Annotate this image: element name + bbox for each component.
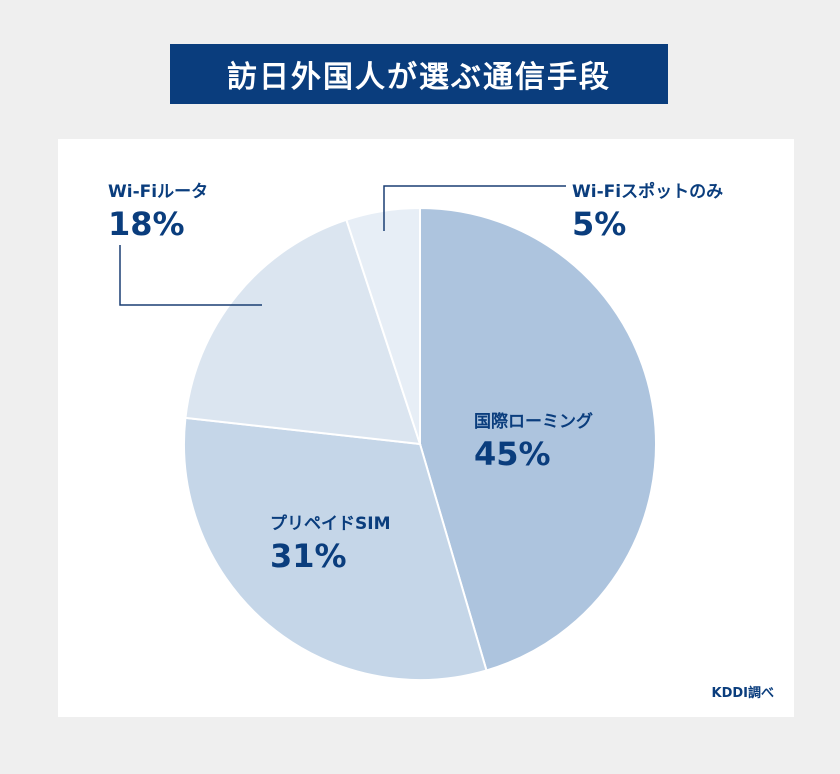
slice-prepaid-sim xyxy=(182,416,488,681)
leader-line-wifi-router xyxy=(119,245,262,306)
slice-value-wifi-router: 18% xyxy=(108,205,185,243)
slice-value-prepaid-sim: 31% xyxy=(270,537,347,575)
slice-value-roaming: 45% xyxy=(474,435,551,473)
leader-line-wifi-spot xyxy=(383,185,566,231)
chart-card: 国際ローミング 45% プリペイドSIM 31% Wi-Fiルータ 18% Wi… xyxy=(58,139,794,717)
slice-label-wifi-router: Wi-Fiルータ xyxy=(108,182,209,202)
slice-label-wifi-spot: Wi-Fiスポットのみ xyxy=(572,182,724,202)
source-note: KDDI調べ xyxy=(711,686,775,701)
slice-value-wifi-spot: 5% xyxy=(572,205,627,243)
label-prepaid-sim: プリペイドSIM 31% xyxy=(270,509,391,575)
pie-slices xyxy=(182,206,657,681)
chart-title: 訪日外国人が選ぶ通信手段 xyxy=(170,44,668,104)
slice-label-prepaid-sim: プリペイドSIM xyxy=(270,514,391,534)
slice-roaming xyxy=(419,206,657,672)
slice-label-roaming: 国際ローミング xyxy=(474,412,593,432)
label-wifi-router: Wi-Fiルータ 18% xyxy=(108,177,208,243)
label-wifi-spot: Wi-Fiスポットのみ 5% xyxy=(572,177,723,243)
pie-chart xyxy=(119,185,657,681)
label-roaming: 国際ローミング 45% xyxy=(474,407,593,473)
slice-wifi-spot xyxy=(345,206,421,445)
slice-wifi-router xyxy=(184,218,422,446)
